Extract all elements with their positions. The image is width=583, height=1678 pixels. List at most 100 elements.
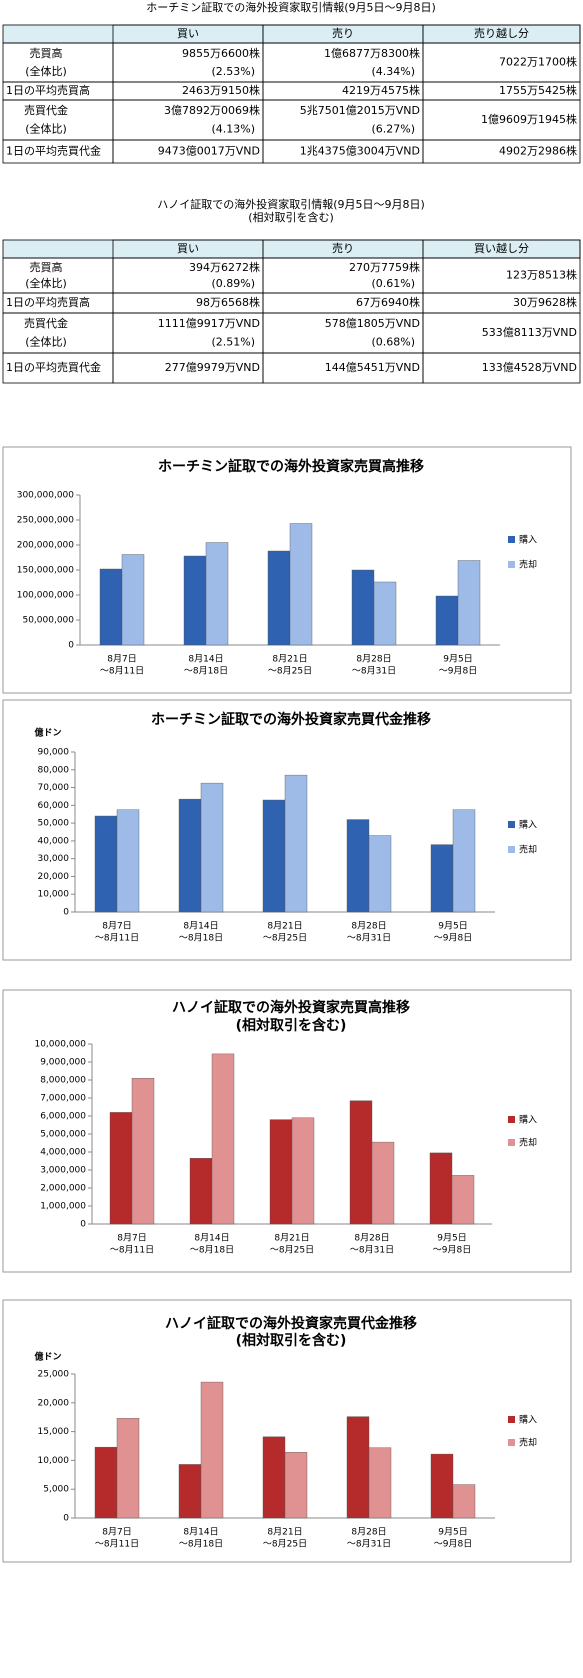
x-tick-label: ～8月31日 bbox=[347, 933, 391, 944]
bar bbox=[211, 1053, 235, 1225]
x-tick-label: ～8月18日 bbox=[190, 1245, 234, 1256]
cell-value: 4902万2986株 bbox=[499, 144, 577, 158]
row-label: 売買高 bbox=[30, 46, 63, 60]
y-tick-label: 25,000 bbox=[38, 1370, 70, 1380]
chart-title: ハノイ証取での海外投資家売買高推移 bbox=[172, 999, 410, 1016]
y-tick-label: 15,000 bbox=[38, 1427, 70, 1437]
cell-value: (0.89%) bbox=[211, 277, 255, 290]
cell-value: 277億9979万VND bbox=[165, 361, 260, 374]
y-tick-label: 50,000 bbox=[38, 819, 70, 829]
x-tick-label: 8月7日 bbox=[117, 1233, 146, 1244]
bar bbox=[284, 1452, 308, 1519]
y-tick-label: 70,000 bbox=[38, 783, 70, 793]
cell-value: 67万6940株 bbox=[356, 295, 420, 309]
x-tick-label: 9月5日 bbox=[437, 1233, 466, 1244]
row-label: 売買代金 bbox=[24, 316, 68, 330]
column-header: 買い bbox=[177, 242, 199, 255]
x-tick-label: 8月7日 bbox=[102, 1527, 131, 1538]
y-tick-label: 100,000,000 bbox=[17, 591, 75, 601]
cell-value: 1億9609万1945株 bbox=[481, 112, 577, 126]
x-tick-label: 8月14日 bbox=[183, 1527, 218, 1538]
x-tick-label: 8月21日 bbox=[267, 921, 302, 932]
bar bbox=[269, 1119, 293, 1225]
cell-value: 270万7759株 bbox=[349, 260, 420, 274]
cell-value: 9855万6600株 bbox=[182, 46, 260, 60]
cell-value: 5兆7501億2015万VND bbox=[300, 104, 420, 117]
bar bbox=[346, 819, 370, 913]
y-tick-label: 30,000 bbox=[38, 854, 70, 864]
x-tick-label: 9月5日 bbox=[443, 654, 472, 665]
cell-value: (2.53%) bbox=[211, 65, 255, 78]
column-header: 売り bbox=[332, 242, 354, 255]
chart-title: ハノイ証取での海外投資家売買代金推移 bbox=[165, 1315, 417, 1332]
table-cell bbox=[422, 139, 581, 164]
cell-value: (6.27%) bbox=[371, 123, 415, 136]
y-tick-label: 9,000,000 bbox=[40, 1058, 86, 1068]
row-label: 1日の平均売買高 bbox=[6, 295, 90, 309]
bar bbox=[131, 1077, 155, 1225]
x-tick-label: 8月7日 bbox=[107, 654, 136, 665]
cell-value: (0.61%) bbox=[371, 277, 415, 290]
table-title: ホーチミン証取での海外投資家取引情報(9月5日～9月8日) bbox=[146, 0, 436, 14]
y-tick-label: 200,000,000 bbox=[17, 541, 75, 551]
column-header: 売り bbox=[332, 27, 354, 40]
column-header: 売り越し分 bbox=[474, 26, 529, 40]
y-tick-label: 1,000,000 bbox=[40, 1202, 86, 1212]
chart-subtitle: (相対取引を含む) bbox=[236, 1017, 347, 1034]
x-tick-label: 8月21日 bbox=[272, 654, 307, 665]
cell-value: 3億7892万0069株 bbox=[164, 103, 260, 117]
x-tick-label: 9月5日 bbox=[438, 921, 467, 932]
bar bbox=[349, 1100, 373, 1225]
cell-value: (4.34%) bbox=[371, 65, 415, 78]
bar bbox=[200, 782, 224, 913]
bar bbox=[94, 1446, 118, 1519]
table-subtitle: (相対取引を含む) bbox=[248, 210, 334, 224]
cell-value: 30万9628株 bbox=[513, 295, 577, 309]
cell-value: (4.13%) bbox=[211, 123, 255, 136]
row-label: (全体比) bbox=[25, 276, 67, 290]
cell-value: 9473億0017万VND bbox=[158, 145, 260, 158]
bar bbox=[99, 568, 123, 646]
cell-value: 394万6272株 bbox=[189, 260, 260, 274]
bar bbox=[452, 809, 476, 913]
row-label: 1日の平均売買代金 bbox=[6, 360, 101, 374]
row-label: 1日の平均売買代金 bbox=[6, 144, 101, 158]
y-tick-label: 0 bbox=[63, 908, 69, 918]
y-tick-label: 0 bbox=[80, 1220, 86, 1230]
bar bbox=[430, 1453, 454, 1519]
bar bbox=[289, 523, 313, 646]
bar bbox=[183, 555, 207, 646]
bar bbox=[351, 569, 375, 646]
row-label: (全体比) bbox=[25, 64, 67, 78]
y-tick-label: 5,000,000 bbox=[40, 1130, 86, 1140]
y-tick-label: 10,000 bbox=[38, 890, 70, 900]
x-tick-label: ～8月18日 bbox=[179, 933, 223, 944]
cell-value: 4219万4575株 bbox=[342, 83, 420, 97]
bar bbox=[262, 1436, 286, 1519]
y-tick-label: 90,000 bbox=[38, 748, 70, 758]
cell-value: 2463万9150株 bbox=[182, 83, 260, 97]
legend-swatch bbox=[508, 561, 515, 568]
bar bbox=[189, 1158, 213, 1225]
x-tick-label: ～8月31日 bbox=[350, 1245, 394, 1256]
table-title: ハノイ証取での海外投資家取引情報(9月5日～9月8日) bbox=[157, 197, 425, 211]
y-tick-label: 20,000 bbox=[38, 872, 70, 882]
x-tick-label: ～8月25日 bbox=[270, 1245, 314, 1256]
y-tick-label: 10,000 bbox=[38, 1456, 70, 1466]
column-header: 買い越し分 bbox=[474, 241, 529, 255]
bar bbox=[435, 595, 459, 646]
bar bbox=[121, 554, 145, 646]
cell-value: 1111億9917万VND bbox=[158, 317, 260, 330]
column-header: 買い bbox=[177, 27, 199, 40]
bar bbox=[452, 1484, 476, 1519]
x-tick-label: ～8月31日 bbox=[352, 666, 396, 677]
row-label: (全体比) bbox=[25, 335, 67, 349]
x-tick-label: ～9月8日 bbox=[434, 1539, 472, 1550]
x-tick-label: ～9月8日 bbox=[439, 666, 477, 677]
x-tick-label: ～9月8日 bbox=[434, 933, 472, 944]
x-tick-label: ～8月11日 bbox=[95, 933, 139, 944]
bar bbox=[262, 799, 286, 913]
bar bbox=[368, 1447, 392, 1519]
x-tick-label: 8月28日 bbox=[354, 1233, 389, 1244]
